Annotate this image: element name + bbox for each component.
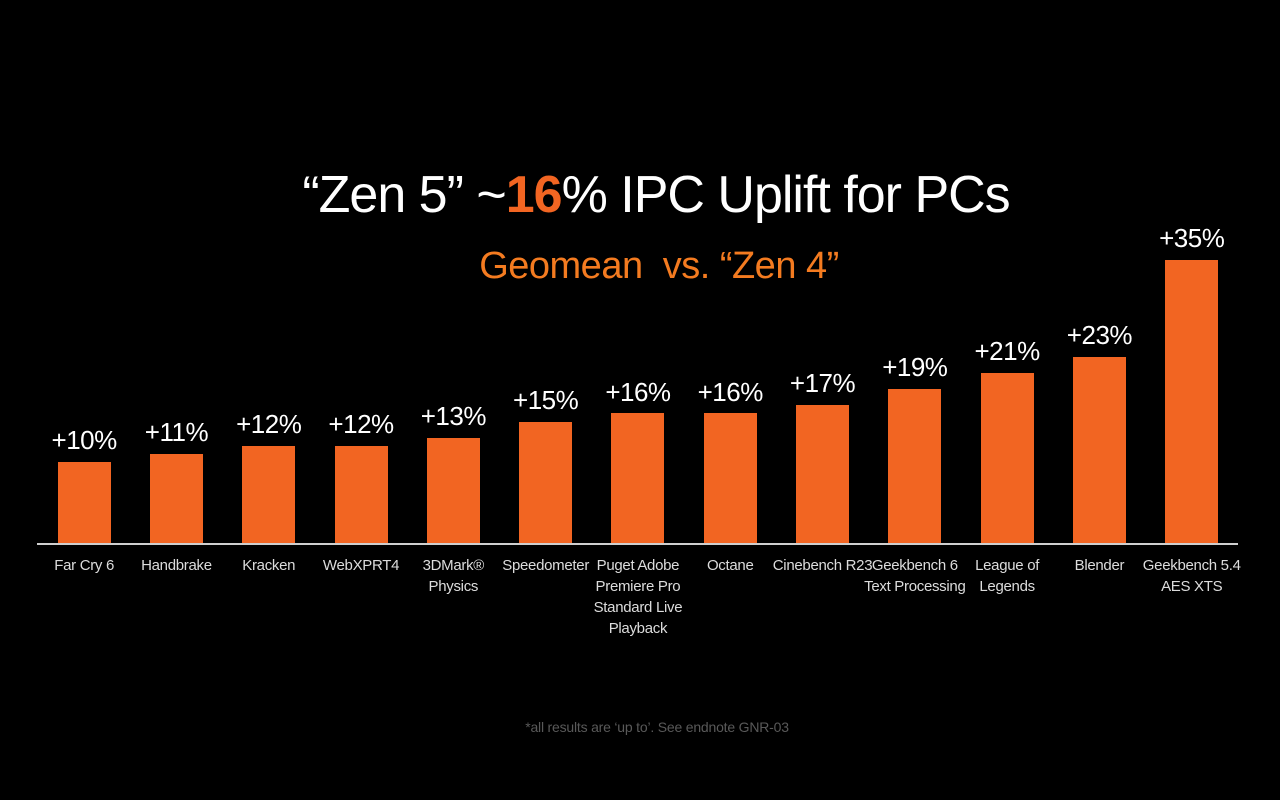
category-label: Octane	[684, 555, 776, 639]
category-label: WebXPRT4	[315, 555, 407, 639]
bar-group: +21%	[961, 336, 1053, 543]
category-label: Geekbench 5.4 AES XTS	[1142, 555, 1241, 639]
category-label-text: Cinebench R23	[772, 557, 873, 574]
bar-value-label: +21%	[974, 336, 1041, 367]
bar-group: +35%	[1146, 222, 1238, 543]
bar-value-label: +12%	[236, 408, 302, 439]
category-label: Cinebench R23	[773, 555, 873, 639]
bar-group: +16%	[684, 376, 776, 543]
bar	[519, 421, 573, 543]
category-label-text: Blender	[1074, 557, 1125, 574]
bar-value-label: +17%	[789, 368, 856, 399]
bar	[149, 453, 203, 543]
category-label-text: Far Cry 6	[54, 557, 115, 574]
bar	[1072, 356, 1126, 543]
category-label-text: Geekbench 6 Text Processing	[864, 557, 966, 595]
x-axis-line	[37, 543, 1238, 545]
bar	[980, 372, 1034, 543]
bar-group: +19%	[869, 352, 961, 543]
bar	[888, 389, 942, 543]
category-label: Geekbench 6 Text Processing	[864, 555, 966, 639]
bar-value-label: +11%	[144, 417, 209, 448]
bar-value-label: +23%	[1066, 319, 1133, 350]
bar-value-label: +16%	[697, 376, 764, 407]
bar-value-label: +15%	[513, 384, 579, 415]
category-label: Blender	[1053, 555, 1145, 639]
category-label: League of Legends	[961, 555, 1053, 639]
bar-group: +16%	[592, 376, 684, 543]
title-highlight: 16	[505, 166, 563, 224]
bar	[242, 445, 296, 543]
bar	[703, 413, 757, 543]
bar	[426, 437, 480, 543]
category-label-text: Octane	[706, 557, 754, 574]
category-label: Puget Adobe Premiere Pro Standard Live P…	[592, 555, 684, 639]
slide-subtitle: Geomean vs. “Zen 4”	[479, 245, 839, 287]
bar	[796, 405, 850, 543]
bar-group: +10%	[38, 425, 130, 543]
bar-group: +15%	[499, 384, 591, 543]
bar-value-label: +10%	[51, 425, 118, 456]
bar-group: +11%	[130, 417, 222, 543]
category-label: Speedometer	[499, 555, 591, 639]
bar-group: +12%	[223, 408, 315, 543]
bar-group: +17%	[776, 369, 868, 543]
category-label-text: League of Legends	[975, 557, 1040, 595]
bar-value-label: +12%	[328, 408, 394, 439]
bar-group: +13%	[407, 400, 499, 543]
category-label-text: Kracken	[242, 557, 296, 574]
category-label-text: 3DMark® Physics	[422, 557, 485, 595]
footnote: *all results are ‘up to’. See endnote GN…	[525, 719, 789, 735]
bar	[1165, 259, 1219, 543]
slide-title: “Zen 5” ~16% IPC Uplift for PCs	[16, 168, 1280, 223]
category-label-text: Speedometer	[502, 557, 590, 574]
title-part2: % IPC Uplift for PCs	[561, 166, 1011, 224]
bar	[334, 445, 388, 543]
bar	[57, 462, 111, 543]
category-label-text: Puget Adobe Premiere Pro Standard Live P…	[593, 557, 683, 637]
category-label: Far Cry 6	[38, 555, 130, 639]
bar-value-label: +35%	[1159, 222, 1225, 253]
category-label-text: Handbrake	[141, 557, 212, 574]
bar-value-label: +13%	[420, 400, 487, 431]
category-label: Handbrake	[130, 555, 222, 639]
category-label-text: Geekbench 5.4 AES XTS	[1142, 557, 1241, 595]
category-label: Kracken	[223, 555, 315, 639]
bar-chart: +10% +11% +12% +12% +13% +15% +16% +16% +17% +19%…	[37, 200, 1241, 639]
category-label-text: WebXPRT4	[322, 557, 400, 574]
category-label: 3DMark® Physics	[407, 555, 499, 639]
bar-group: +23%	[1053, 319, 1145, 543]
bar	[611, 413, 665, 543]
bars-row: +10% +11% +12% +12% +13% +15% +16% +16% +17% +19%…	[37, 200, 1238, 543]
bar-value-label: +19%	[882, 352, 948, 383]
bar-value-label: +16%	[605, 376, 671, 407]
category-labels-row: Far Cry 6 Handbrake Kracken WebXPRT4 3DMark®…	[37, 555, 1241, 639]
title-part1: “Zen 5” ~	[302, 166, 506, 224]
bar-group: +12%	[315, 408, 407, 543]
